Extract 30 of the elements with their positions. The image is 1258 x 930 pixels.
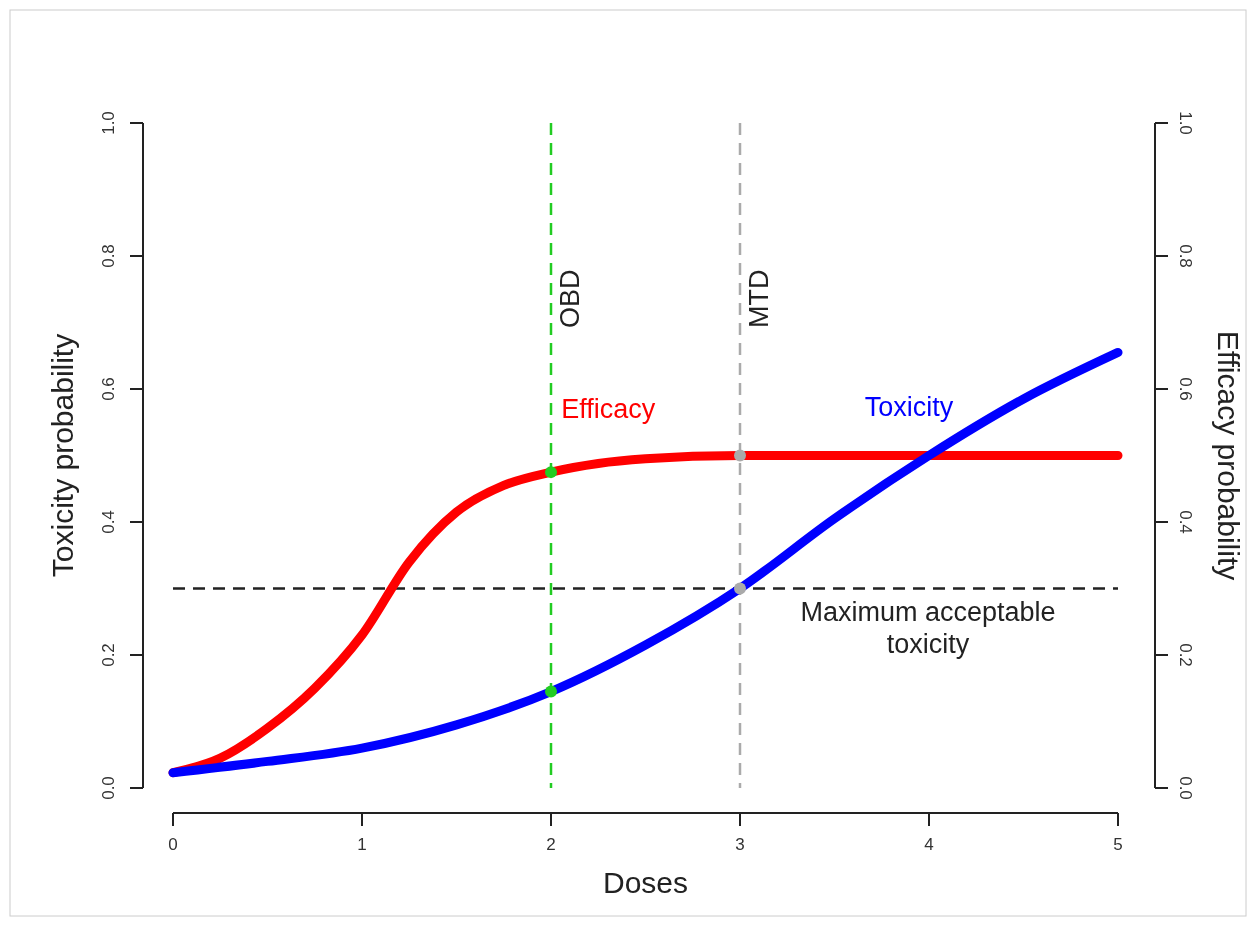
y2-tick-label: 0.2 bbox=[1176, 643, 1195, 667]
y2-axis-title: Efficacy probability bbox=[1212, 330, 1245, 581]
y-tick-label: 0.6 bbox=[99, 377, 118, 401]
y2-tick-label: 0.8 bbox=[1176, 244, 1195, 268]
ref-line-label: OBD bbox=[555, 269, 585, 328]
x-tick-label: 4 bbox=[924, 835, 934, 854]
y-tick-label: 0.0 bbox=[99, 776, 118, 800]
y2-tick-label: 0.4 bbox=[1176, 510, 1195, 534]
y2-tick-label: 0.0 bbox=[1176, 776, 1195, 800]
y2-tick-label: 1.0 bbox=[1176, 111, 1195, 135]
y2-tick-label: 0.6 bbox=[1176, 377, 1195, 401]
x-tick-label: 0 bbox=[168, 835, 178, 854]
x-axis-title: Doses bbox=[602, 866, 689, 899]
series-label: Efficacy bbox=[561, 394, 656, 425]
x-tick-label: 3 bbox=[735, 835, 745, 854]
point bbox=[545, 685, 557, 698]
ref-line-label: Maximum acceptable toxicity bbox=[800, 596, 1056, 659]
x-tick-label: 5 bbox=[1113, 835, 1123, 854]
series-label: Toxicity bbox=[864, 391, 954, 422]
y-axis-title: Toxicity probability bbox=[46, 333, 79, 578]
y-tick-label: 0.2 bbox=[99, 643, 118, 667]
point bbox=[734, 582, 746, 595]
y-tick-label: 1.0 bbox=[99, 111, 118, 135]
ref-line-label: MTD bbox=[744, 269, 774, 328]
y-tick-label: 0.8 bbox=[99, 244, 118, 268]
x-tick-label: 1 bbox=[357, 835, 367, 854]
point bbox=[545, 466, 557, 479]
x-tick-label: 2 bbox=[546, 835, 556, 854]
y-tick-label: 0.4 bbox=[99, 510, 118, 534]
point bbox=[734, 449, 746, 462]
